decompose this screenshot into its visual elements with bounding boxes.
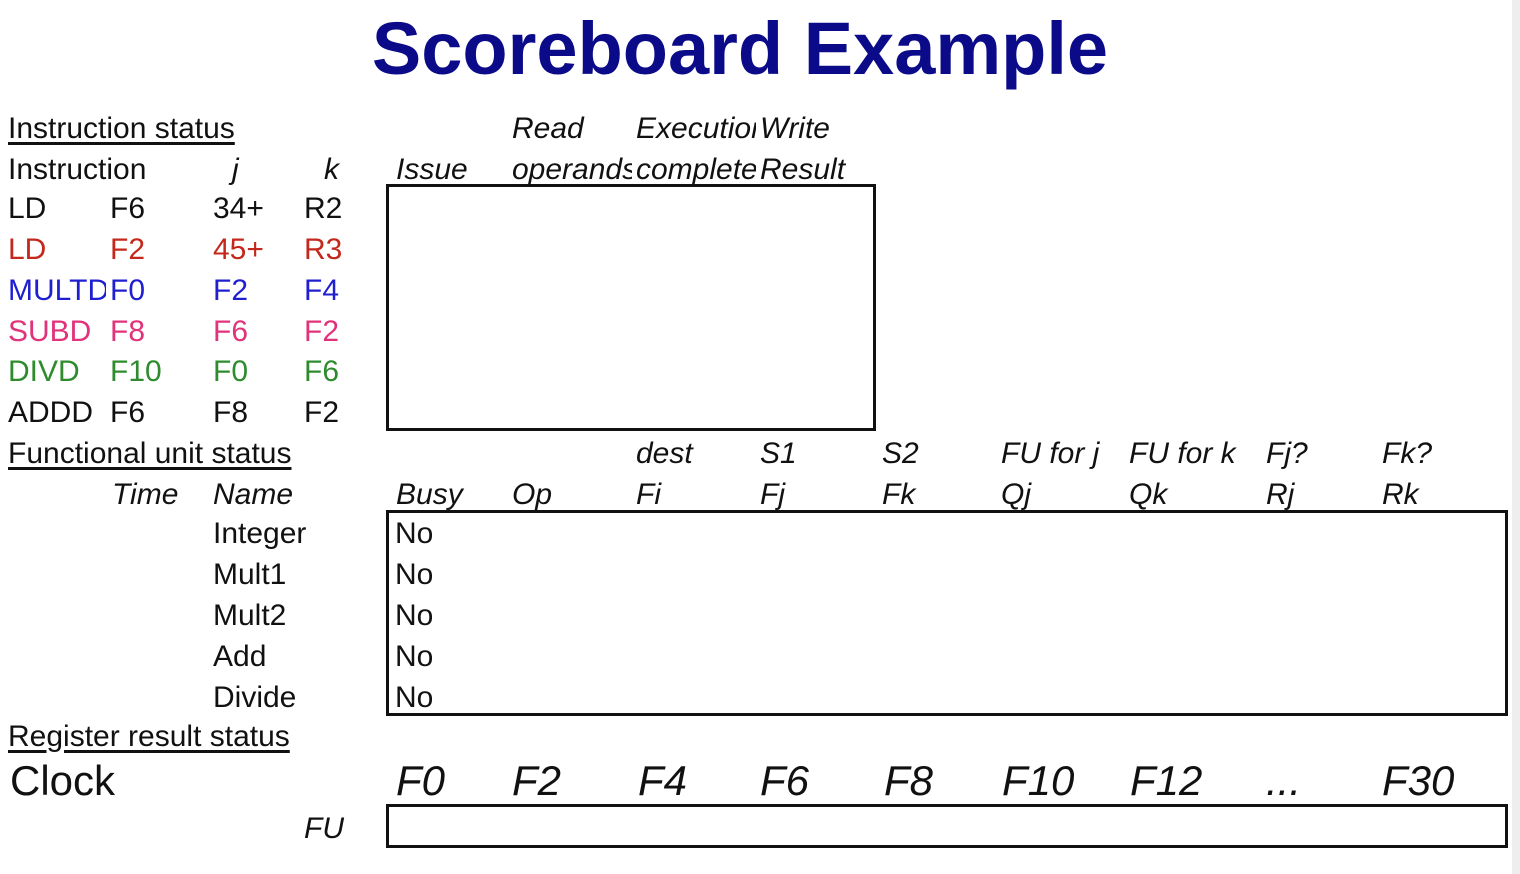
instr-dest: F0 <box>110 274 146 307</box>
functional-unit-status-box <box>386 510 1508 716</box>
fu-col-time: Time <box>112 478 179 511</box>
instr-k: R2 <box>304 192 343 225</box>
fu-col-rk: Rk <box>1382 478 1419 511</box>
fu-header-fu-for-k: FU for k <box>1129 437 1236 470</box>
fu-col-fi: Fi <box>636 478 661 511</box>
col-k-header: k <box>324 153 339 186</box>
instr-dest: F2 <box>110 233 146 266</box>
fu-col-op: Op <box>512 478 553 511</box>
fu-col-fk: Fk <box>882 478 916 511</box>
fu-col-name: Name <box>213 478 294 511</box>
instr-k: F2 <box>304 396 340 429</box>
fu-col-qk: Qk <box>1129 478 1168 511</box>
instr-j: F6 <box>213 315 249 348</box>
col-exec-top: Execution <box>636 114 756 144</box>
col-write-bottom: Result <box>760 153 846 186</box>
fu-name: Integer <box>213 517 307 550</box>
instr-op: ADDD <box>8 396 94 429</box>
instr-dest: F6 <box>110 396 146 429</box>
fu-header-s1: S1 <box>760 437 797 470</box>
fu-col-rj: Rj <box>1266 478 1295 511</box>
register-ellipsis: ... <box>1266 757 1302 804</box>
register-f10: F10 <box>1002 757 1075 804</box>
col-issue-header: Issue <box>396 153 468 186</box>
fu-header-fj-ready: Fj? <box>1266 437 1308 470</box>
fu-col-fj: Fj <box>760 478 785 511</box>
instr-k: R3 <box>304 233 343 266</box>
fu-name: Add <box>213 640 267 673</box>
fu-name: Mult2 <box>213 599 287 632</box>
register-f30: F30 <box>1382 757 1455 804</box>
fu-col-busy: Busy <box>396 478 463 511</box>
col-read-bottom: operands <box>512 155 632 185</box>
instr-j: F2 <box>213 274 249 307</box>
register-f0: F0 <box>396 757 446 804</box>
fu-busy: No <box>395 599 434 632</box>
instr-k: F2 <box>304 315 340 348</box>
register-f4: F4 <box>638 757 688 804</box>
fu-busy: No <box>395 640 434 673</box>
fu-busy: No <box>395 681 434 714</box>
fu-col-qj: Qj <box>1001 478 1031 511</box>
col-instruction-header: Instruction <box>8 153 147 186</box>
instr-dest: F10 <box>110 355 162 388</box>
instruction-status-heading: Instruction status <box>8 112 235 145</box>
register-f6: F6 <box>760 757 810 804</box>
register-result-box <box>386 804 1508 848</box>
instr-op: LD <box>8 233 47 266</box>
instruction-status-box <box>386 184 876 431</box>
register-f12: F12 <box>1130 757 1203 804</box>
col-read-top: Read <box>512 112 584 145</box>
fu-name: Divide <box>213 681 297 714</box>
instr-op: LD <box>8 192 47 225</box>
functional-unit-status-heading: Functional unit status <box>8 437 292 470</box>
instr-k: F6 <box>304 355 340 388</box>
instr-j: 34+ <box>213 192 264 225</box>
fu-header-dest: dest <box>636 437 693 470</box>
instr-dest: F8 <box>110 315 146 348</box>
instr-op: SUBD <box>8 315 92 348</box>
col-exec-bottom: complete <box>636 155 756 185</box>
fu-header-s2: S2 <box>882 437 919 470</box>
register-result-status-heading: Register result status <box>8 720 290 753</box>
fu-name: Mult1 <box>213 558 287 591</box>
register-f2: F2 <box>512 757 562 804</box>
instr-j: F8 <box>213 396 249 429</box>
instr-op: MULTD <box>8 276 106 306</box>
fu-header-fk-ready: Fk? <box>1382 437 1433 470</box>
instr-k: F4 <box>304 274 340 307</box>
page-edge <box>1512 0 1520 874</box>
fu-row-label: FU <box>304 812 344 845</box>
instr-dest: F6 <box>110 192 146 225</box>
instr-j: 45+ <box>213 233 264 266</box>
fu-busy: No <box>395 517 434 550</box>
col-j-header: j <box>232 153 239 186</box>
col-write-top: Write <box>760 112 830 145</box>
clock-label: Clock <box>10 757 116 804</box>
page-title: Scoreboard Example <box>371 7 1109 90</box>
fu-busy: No <box>395 558 434 591</box>
fu-header-fu-for-j: FU for j <box>1001 437 1100 470</box>
register-f8: F8 <box>884 757 934 804</box>
instr-op: DIVD <box>8 355 80 388</box>
instr-j: F0 <box>213 355 249 388</box>
